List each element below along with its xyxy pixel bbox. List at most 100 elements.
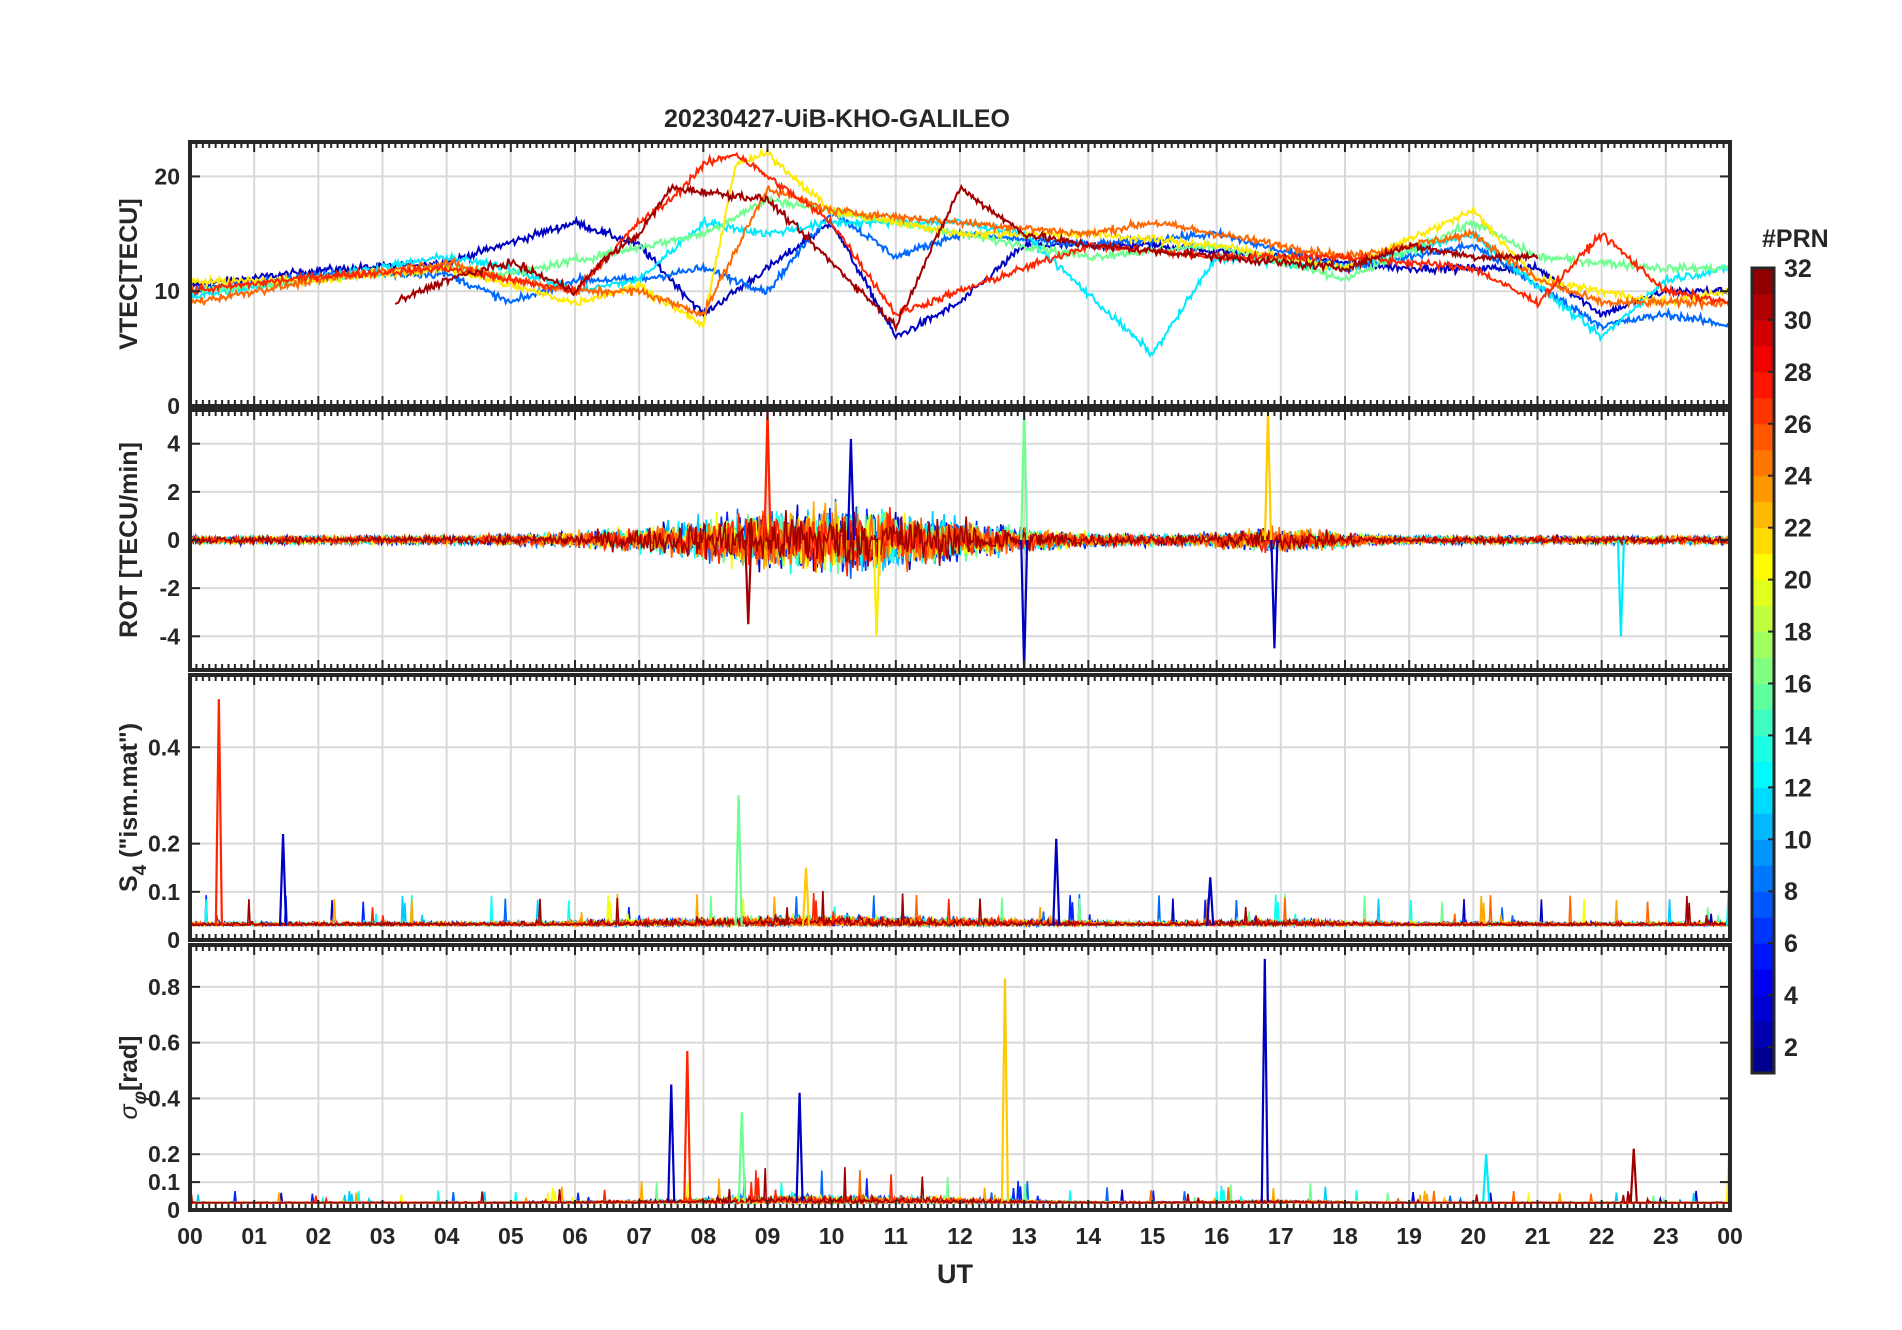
s4-peak bbox=[278, 833, 288, 926]
y-tick-label: 10 bbox=[154, 278, 180, 304]
y-tick-label: 0.2 bbox=[148, 1141, 180, 1167]
y-tick-label: 4 bbox=[167, 431, 180, 457]
y-tick-label: 0.8 bbox=[148, 974, 180, 1000]
s4-peak bbox=[801, 867, 811, 926]
colorbar-tick-label: 30 bbox=[1784, 307, 1812, 335]
panel-vtec: 0 10 20 VTEC[TECU] bbox=[115, 140, 1732, 419]
x-tick-label: 02 bbox=[306, 1223, 332, 1249]
rot-peak bbox=[1270, 539, 1279, 649]
colorbar-segment bbox=[1752, 579, 1774, 607]
y-tick-label: 0.2 bbox=[148, 831, 180, 857]
x-tick-label: 21 bbox=[1525, 1223, 1551, 1249]
y-tick-label: 0 bbox=[167, 1197, 180, 1223]
y-tick-label: 0.4 bbox=[148, 734, 180, 760]
y-label-tail: ("ism.mat") bbox=[115, 723, 143, 865]
colorbar-tick-label: 4 bbox=[1784, 982, 1798, 1010]
grid-s4 bbox=[190, 675, 1730, 941]
y-label-sub: 4 bbox=[130, 864, 151, 875]
vtec-line-prn-27 bbox=[190, 151, 1730, 317]
colorbar-segment bbox=[1752, 319, 1774, 347]
sigma-peak bbox=[795, 1092, 804, 1202]
x-tick-label: 04 bbox=[434, 1223, 460, 1249]
x-tick-label: 00 bbox=[177, 1223, 203, 1249]
colorbar-segment bbox=[1752, 1021, 1774, 1048]
panel-sigma: 00.10.2 0.4 0.6 0.8 σφ[rad] bbox=[115, 943, 1732, 1223]
x-tick-label: 15 bbox=[1140, 1223, 1166, 1249]
colorbar-segment bbox=[1752, 865, 1774, 892]
y-label-sub: φ bbox=[130, 1091, 151, 1104]
colorbar-segment bbox=[1752, 891, 1774, 918]
rot-peak bbox=[1616, 539, 1626, 637]
x-tick-label: 07 bbox=[626, 1223, 652, 1249]
sigma-peak bbox=[1000, 978, 1010, 1202]
x-tick-label: 03 bbox=[370, 1223, 396, 1249]
y-tick-label: 0 bbox=[167, 393, 180, 419]
colorbar-segment bbox=[1752, 345, 1774, 373]
x-tick-label: 18 bbox=[1332, 1223, 1358, 1249]
colorbar-segment bbox=[1752, 1047, 1774, 1074]
colorbar-tick-label: 18 bbox=[1784, 619, 1812, 647]
ticks-s4 bbox=[189, 675, 1731, 941]
colorbar-segment bbox=[1752, 735, 1774, 762]
rot-peak bbox=[763, 410, 772, 541]
colorbar-segment bbox=[1752, 943, 1774, 970]
chart-title: 20230427-UiB-KHO-GALILEO bbox=[664, 105, 1010, 133]
colorbar-tick-label: 32 bbox=[1784, 255, 1812, 283]
colorbar-tick-label: 2 bbox=[1784, 1034, 1798, 1062]
x-tick-label: 05 bbox=[498, 1223, 524, 1249]
colorbar-segment bbox=[1752, 917, 1774, 944]
x-tick-label: 00 bbox=[1717, 1223, 1743, 1249]
colorbar-segment bbox=[1752, 709, 1774, 736]
x-tick-label: 13 bbox=[1011, 1223, 1037, 1249]
sigma-peak bbox=[1260, 958, 1269, 1202]
y-tick-label: 0 bbox=[167, 527, 180, 553]
colorbar-segment bbox=[1752, 813, 1774, 840]
rot-peak bbox=[744, 539, 753, 625]
x-tick-label: 19 bbox=[1396, 1223, 1422, 1249]
colorbar-tick-label: 28 bbox=[1784, 359, 1812, 387]
y-tick-label: 0.1 bbox=[148, 1169, 180, 1195]
s4-peak bbox=[1052, 838, 1061, 926]
colorbar-segment bbox=[1752, 475, 1774, 503]
x-tick-label: 16 bbox=[1204, 1223, 1230, 1249]
colorbar-segment bbox=[1752, 683, 1774, 710]
colorbar-tick-label: 24 bbox=[1784, 463, 1812, 491]
colorbar-segment bbox=[1752, 787, 1774, 814]
colorbar-tick-label: 26 bbox=[1784, 411, 1812, 439]
colorbar-segment bbox=[1752, 423, 1774, 451]
y-label-tail: [rad] bbox=[115, 1035, 143, 1091]
y-tick-label: 2 bbox=[167, 479, 180, 505]
series-vtec bbox=[190, 148, 1730, 359]
y-tick-label: 20 bbox=[154, 163, 180, 189]
sigma-peak bbox=[667, 1084, 676, 1202]
x-tick-label: 10 bbox=[819, 1223, 845, 1249]
x-tick-labels: 00 01 02 03 04 05 06 07 08 09 10 11 12 13 14 15 16 17 18 19… bbox=[177, 1223, 1743, 1249]
y-tick-label: -4 bbox=[160, 623, 181, 649]
colorbar-segment bbox=[1752, 657, 1774, 684]
sigma-peak bbox=[1482, 1154, 1491, 1202]
colorbar-tick-label: 10 bbox=[1784, 826, 1812, 854]
colorbar-segment bbox=[1752, 631, 1774, 659]
y-axis-label-rot: ROT [TECU/min] bbox=[115, 442, 143, 638]
y-tick-label: 0 bbox=[167, 927, 180, 953]
y-tick-label: -2 bbox=[160, 575, 180, 601]
colorbar-tick-label: 12 bbox=[1784, 774, 1812, 802]
vtec-line-prn-3 bbox=[190, 215, 1730, 341]
sigma-peak bbox=[1629, 1148, 1638, 1202]
x-axis-label: UT bbox=[937, 1259, 973, 1289]
colorbar-segment bbox=[1752, 761, 1774, 788]
s4-peak bbox=[734, 795, 743, 926]
rot-peak bbox=[1263, 410, 1273, 541]
rot-line-prn-31 bbox=[190, 510, 1730, 568]
vtec-line-prn-31 bbox=[394, 182, 1539, 333]
colorbar-segment bbox=[1752, 268, 1774, 295]
x-tick-label: 06 bbox=[562, 1223, 588, 1249]
colorbar-frame bbox=[1750, 266, 1776, 1075]
panel-s4: 00.10.20.4S4 ("ism.mat") bbox=[115, 673, 1732, 953]
series-sigma bbox=[190, 958, 1730, 1206]
sigma-peak bbox=[683, 1050, 692, 1202]
y-axis-label-vtec: VTEC[TECU] bbox=[115, 198, 143, 349]
